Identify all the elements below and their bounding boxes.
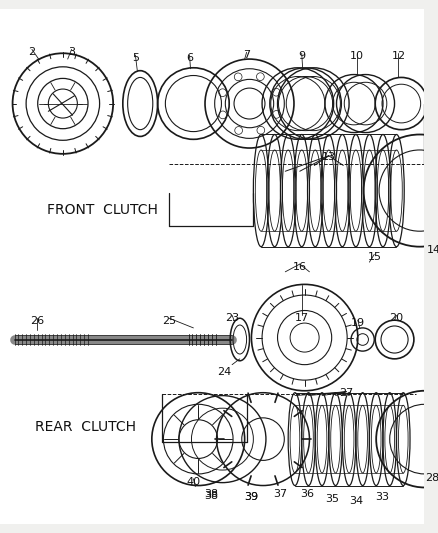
Text: 33: 33 (375, 492, 389, 502)
Text: 20: 20 (389, 313, 403, 324)
Text: 25: 25 (162, 316, 176, 326)
Text: 39: 39 (244, 492, 258, 502)
Text: 15: 15 (368, 253, 382, 262)
Text: 5: 5 (132, 53, 139, 63)
Text: 26: 26 (30, 316, 44, 326)
Text: 6: 6 (186, 53, 193, 63)
Text: 12: 12 (392, 51, 406, 61)
Text: 7: 7 (243, 50, 250, 60)
Text: 13: 13 (322, 152, 336, 162)
Text: 35: 35 (326, 494, 339, 504)
Text: 14: 14 (427, 245, 438, 255)
Text: 28: 28 (425, 473, 438, 483)
Text: 24: 24 (217, 367, 231, 377)
Text: 40: 40 (186, 477, 201, 487)
Text: 34: 34 (349, 496, 363, 506)
Text: 3: 3 (68, 47, 75, 58)
Text: 9: 9 (298, 51, 305, 61)
Text: 27: 27 (339, 388, 353, 398)
Text: 37: 37 (273, 489, 287, 499)
Text: 10: 10 (350, 51, 364, 61)
Text: 2: 2 (28, 47, 35, 58)
Text: 38: 38 (204, 489, 218, 499)
Text: 39: 39 (244, 492, 258, 502)
Text: 36: 36 (300, 489, 314, 499)
Text: 23: 23 (225, 313, 239, 324)
Text: 17: 17 (295, 313, 309, 324)
Text: 19: 19 (351, 318, 365, 328)
Text: REAR  CLUTCH: REAR CLUTCH (35, 419, 136, 433)
Text: 16: 16 (293, 262, 307, 272)
Text: 38: 38 (204, 491, 218, 502)
Text: FRONT  CLUTCH: FRONT CLUTCH (47, 203, 158, 217)
